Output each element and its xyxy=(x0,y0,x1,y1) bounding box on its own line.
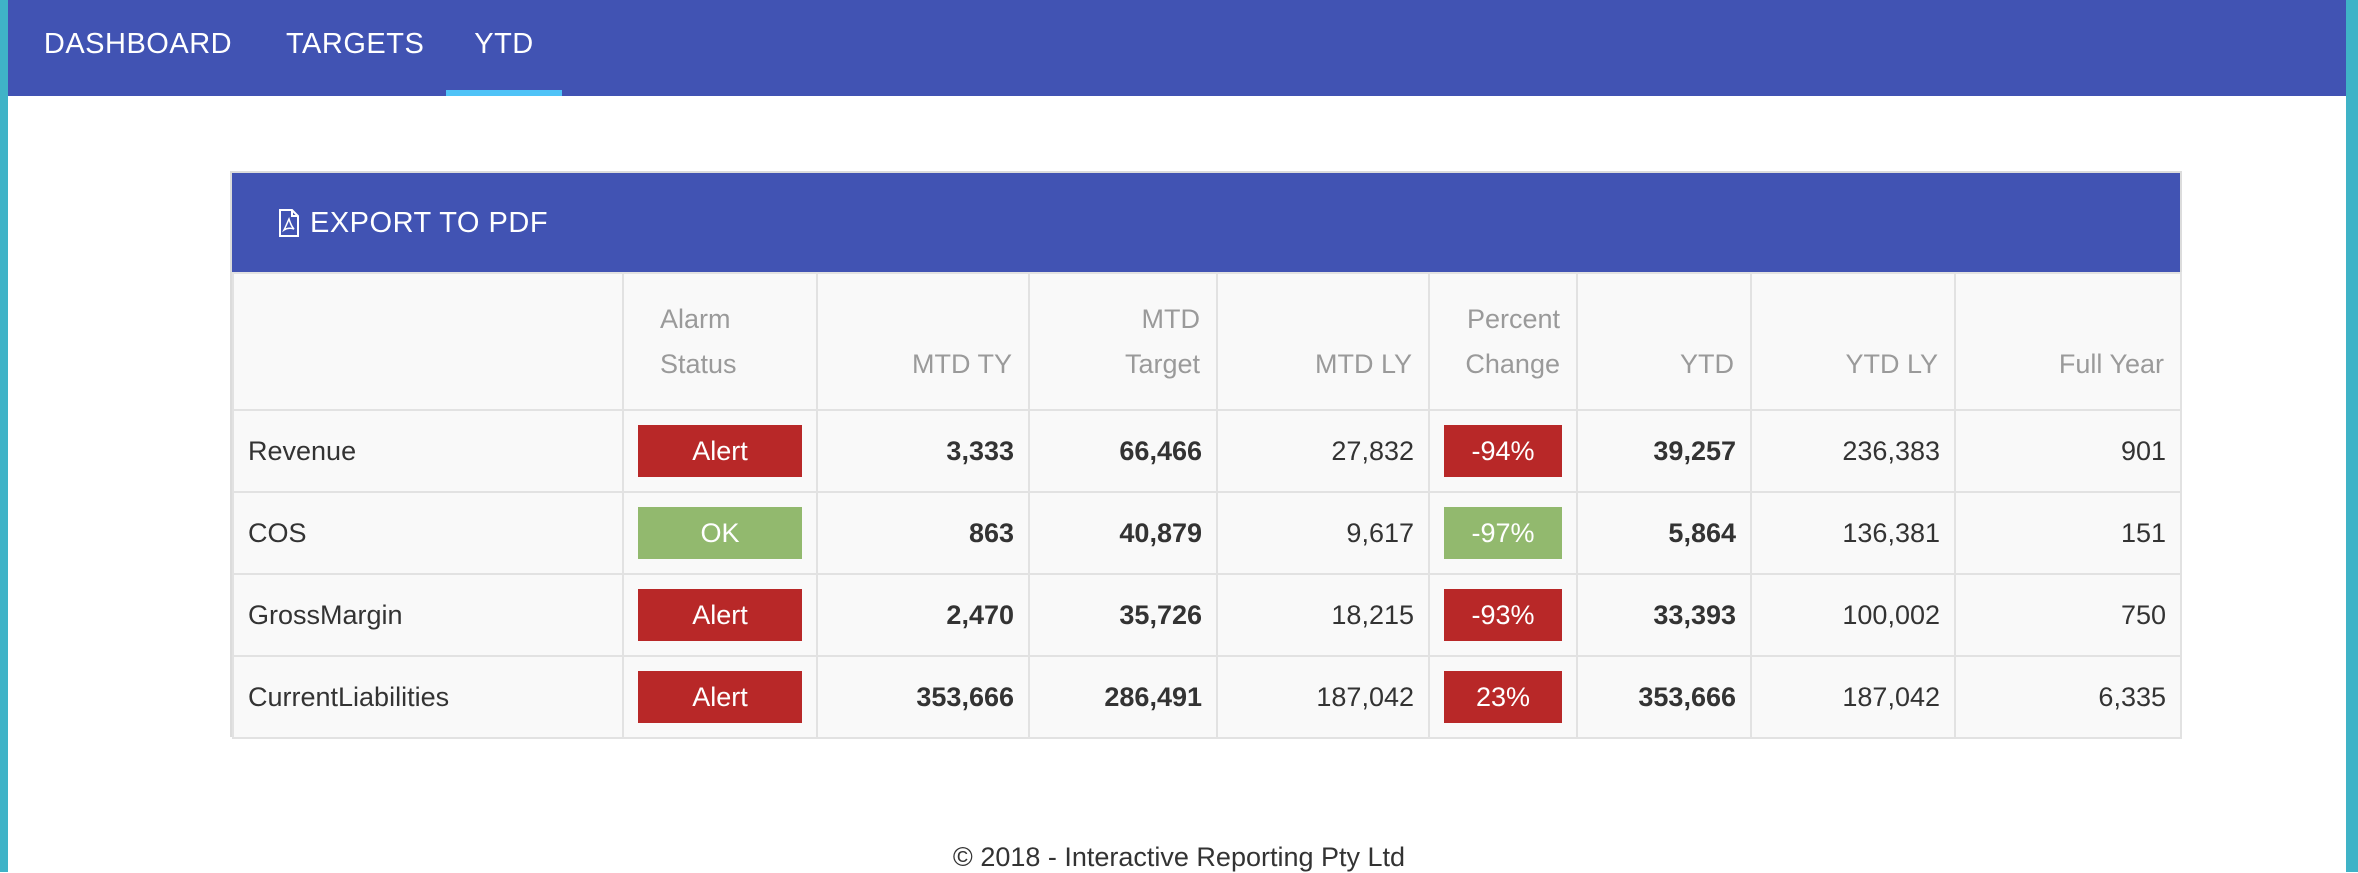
mtd-target-cell: 286,491 xyxy=(1028,655,1218,739)
right-edge-strip xyxy=(2346,0,2358,872)
header-percent-change: Percent Change xyxy=(1428,272,1578,411)
percent-change-cell: -93% xyxy=(1428,573,1578,657)
mtd-ty-cell: 3,333 xyxy=(816,409,1030,493)
header-ytd-ly: YTD LY xyxy=(1750,272,1956,411)
ytd-cell: 353,666 xyxy=(1576,655,1752,739)
ytd-cell: 33,393 xyxy=(1576,573,1752,657)
alarm-status-badge: Alert xyxy=(638,671,802,723)
percent-change-badge: -97% xyxy=(1444,507,1562,559)
alarm-status-badge: OK xyxy=(638,507,802,559)
header-mtd-ly: MTD LY xyxy=(1216,272,1430,411)
ytd-ly-cell: 136,381 xyxy=(1750,491,1956,575)
header-mtd-ty: MTD TY xyxy=(816,272,1030,411)
panel-header: EXPORT TO PDF xyxy=(232,173,2180,272)
mtd-target-cell: 66,466 xyxy=(1028,409,1218,493)
pdf-file-icon xyxy=(279,209,299,237)
tab-ytd[interactable]: YTD xyxy=(446,0,562,96)
mtd-ly-cell: 27,832 xyxy=(1216,409,1430,493)
ytd-cell: 39,257 xyxy=(1576,409,1752,493)
percent-change-badge: -94% xyxy=(1444,425,1562,477)
header-mtd-target-line2: Target xyxy=(1124,349,1200,379)
alarm-status-cell: OK xyxy=(622,491,818,575)
table-row: CurrentLiabilities Alert 353,666 286,491… xyxy=(232,655,2182,739)
tab-dashboard[interactable]: DASHBOARD xyxy=(43,28,233,60)
row-name: GrossMargin xyxy=(232,573,624,657)
mtd-target-cell: 35,726 xyxy=(1028,573,1218,657)
table-row: Revenue Alert 3,333 66,466 27,832 -94% 3… xyxy=(232,409,2182,493)
alarm-status-cell: Alert xyxy=(622,573,818,657)
alarm-status-badge: Alert xyxy=(638,589,802,641)
percent-change-badge: -93% xyxy=(1444,589,1562,641)
mtd-ty-cell: 2,470 xyxy=(816,573,1030,657)
percent-change-badge: 23% xyxy=(1444,671,1562,723)
full-year-cell: 750 xyxy=(1954,573,2182,657)
ytd-panel: EXPORT TO PDF Alarm Status MTD TY MTD Ta… xyxy=(230,171,2182,739)
alarm-status-badge: Alert xyxy=(638,425,802,477)
header-ytd: YTD xyxy=(1576,272,1752,411)
mtd-ly-cell: 187,042 xyxy=(1216,655,1430,739)
full-year-cell: 901 xyxy=(1954,409,2182,493)
top-navbar: DASHBOARD TARGETS YTD xyxy=(8,0,2346,96)
full-year-cell: 151 xyxy=(1954,491,2182,575)
header-alarm-status: Alarm Status xyxy=(622,272,818,411)
table-row: GrossMargin Alert 2,470 35,726 18,215 -9… xyxy=(232,573,2182,657)
alarm-status-cell: Alert xyxy=(622,409,818,493)
mtd-ty-cell: 863 xyxy=(816,491,1030,575)
header-alarm-status-line2: Status xyxy=(660,349,737,379)
percent-change-cell: -94% xyxy=(1428,409,1578,493)
alarm-status-cell: Alert xyxy=(622,655,818,739)
ytd-table: Alarm Status MTD TY MTD Target MTD LY Pe… xyxy=(232,272,2182,739)
full-year-cell: 6,335 xyxy=(1954,655,2182,739)
row-name: CurrentLiabilities xyxy=(232,655,624,739)
header-percent-change-line2: Change xyxy=(1465,349,1560,379)
footer-copyright: © 2018 - Interactive Reporting Pty Ltd xyxy=(952,842,1406,872)
ytd-ly-cell: 236,383 xyxy=(1750,409,1956,493)
mtd-ly-cell: 9,617 xyxy=(1216,491,1430,575)
left-edge-strip xyxy=(0,0,8,872)
percent-change-cell: -97% xyxy=(1428,491,1578,575)
export-to-pdf-label: EXPORT TO PDF xyxy=(310,207,549,239)
row-name: Revenue xyxy=(232,409,624,493)
mtd-ly-cell: 18,215 xyxy=(1216,573,1430,657)
header-mtd-target: MTD Target xyxy=(1028,272,1218,411)
header-percent-change-line1: Percent xyxy=(1466,304,1560,334)
ytd-cell: 5,864 xyxy=(1576,491,1752,575)
table-row: COS OK 863 40,879 9,617 -97% 5,864 136,3… xyxy=(232,491,2182,575)
ytd-ly-cell: 187,042 xyxy=(1750,655,1956,739)
mtd-target-cell: 40,879 xyxy=(1028,491,1218,575)
percent-change-cell: 23% xyxy=(1428,655,1578,739)
mtd-ty-cell: 353,666 xyxy=(816,655,1030,739)
ytd-ly-cell: 100,002 xyxy=(1750,573,1956,657)
header-alarm-status-line1: Alarm xyxy=(660,304,731,334)
header-mtd-target-line1: MTD xyxy=(1141,304,1200,334)
header-name xyxy=(232,272,624,411)
header-full-year: Full Year xyxy=(1954,272,2182,411)
table-header-row: Alarm Status MTD TY MTD Target MTD LY Pe… xyxy=(232,272,2182,411)
row-name: COS xyxy=(232,491,624,575)
export-to-pdf-button[interactable]: EXPORT TO PDF xyxy=(278,197,548,249)
tab-targets[interactable]: TARGETS xyxy=(286,28,425,60)
